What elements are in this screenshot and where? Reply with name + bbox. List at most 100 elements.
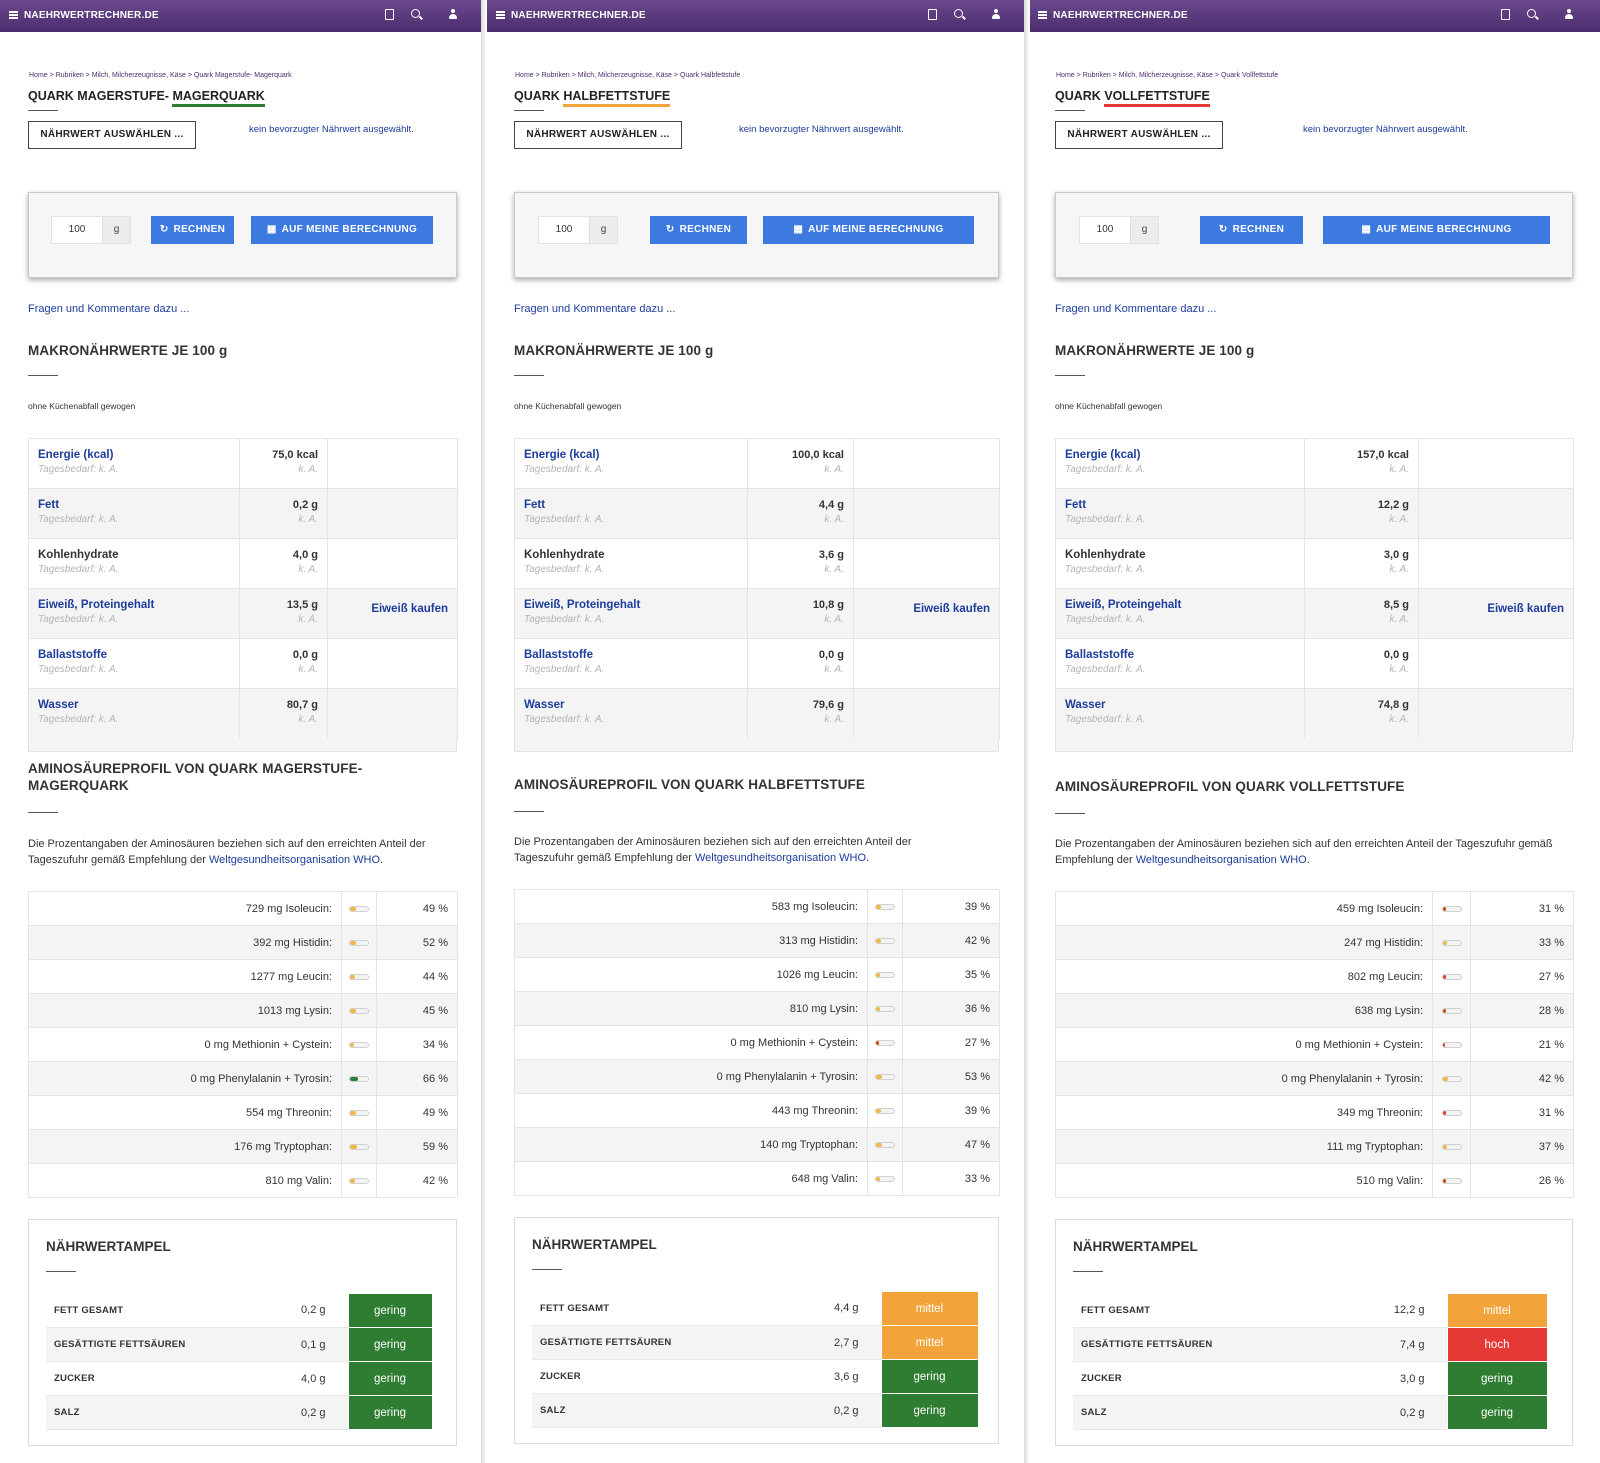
buy-protein-link[interactable]: Eiweiß kaufen — [1487, 603, 1564, 615]
select-nutrient-button[interactable]: NÄHRWERT AUSWÄHLEN ... — [1055, 121, 1223, 149]
hamburger-icon[interactable] — [1038, 11, 1047, 19]
user-icon[interactable] — [1565, 9, 1573, 19]
breadcrumb-item[interactable]: Milch, Milcherzeugnisse, Käse > — [577, 72, 678, 79]
nutrient-value: 0,0 g — [292, 649, 318, 661]
breadcrumb-item[interactable]: Home > — [515, 72, 540, 79]
questions-comments-link[interactable]: Fragen und Kommentare dazu ... — [1055, 303, 1217, 315]
table-row: 1013 mg Lysin: 45 % — [28, 993, 458, 1028]
amino-amount: 810 mg — [789, 1002, 827, 1015]
add-to-my-calculation-button[interactable]: ▦ AUF MEINE BERECHNUNG — [1323, 216, 1550, 244]
traffic-light-value: 0,2 g — [1299, 1395, 1447, 1430]
quantity-value[interactable]: 100 — [555, 224, 573, 235]
progress-fill — [876, 904, 881, 909]
nutrient-name[interactable]: Ballaststoffe — [1065, 649, 1135, 661]
nutrient-name[interactable]: Eiweiß, Proteingehalt — [524, 599, 641, 611]
calculate-button[interactable]: ↻ RECHNEN — [151, 216, 234, 244]
site-brand-link[interactable]: NAEHRWERTRECHNER.DE — [511, 10, 646, 21]
user-icon[interactable] — [992, 9, 1000, 19]
search-icon[interactable] — [411, 9, 420, 18]
quantity-input[interactable]: 100 g — [1079, 216, 1159, 244]
amino-acid-cell: 1026 mg Leucin: — [514, 957, 868, 992]
progress-fill — [1442, 1144, 1448, 1149]
progress-fill — [350, 1042, 355, 1047]
site-brand-link[interactable]: NAEHRWERTRECHNER.DE — [1053, 10, 1188, 21]
nutrient-name[interactable]: Wasser — [524, 699, 565, 711]
amino-name: Histidin: — [818, 934, 858, 947]
quantity-value[interactable]: 100 — [68, 224, 86, 235]
progress-fill — [350, 1008, 356, 1013]
who-link[interactable]: Weltgesundheitsorganisation WHO — [209, 854, 380, 866]
calculate-button[interactable]: ↻ RECHNEN — [650, 216, 747, 244]
nutrient-name[interactable]: Fett — [1065, 499, 1087, 511]
questions-comments-link[interactable]: Fragen und Kommentare dazu ... — [28, 303, 190, 315]
nutrient-name[interactable]: Wasser — [38, 699, 79, 711]
search-icon[interactable] — [954, 9, 963, 18]
quantity-input[interactable]: 100 g — [51, 216, 131, 244]
nutrient-name[interactable]: Ballaststoffe — [524, 649, 594, 661]
table-row: Wasser Tagesbedarf: k. A. 74,8 g k. A. — [1055, 688, 1574, 739]
nutrient-name[interactable]: Ballaststoffe — [38, 649, 108, 661]
table-row: 176 mg Tryptophan: 59 % — [28, 1129, 458, 1164]
table-row: Ballaststoffe Tagesbedarf: k. A. 0,0 g k. A… — [28, 638, 458, 689]
nutrient-name[interactable]: Fett — [38, 499, 60, 511]
buy-protein-link[interactable]: Eiweiß kaufen — [371, 603, 448, 615]
add-to-my-calculation-button[interactable]: ▦ AUF MEINE BERECHNUNG — [763, 216, 974, 244]
progress-fill — [876, 1006, 881, 1011]
amino-acid-cell: 1013 mg Lysin: — [28, 993, 342, 1028]
breadcrumb-item[interactable]: Rubriken > — [541, 72, 576, 79]
calculator-icon[interactable] — [1501, 9, 1510, 20]
preferred-nutrient-note[interactable]: kein bevorzugter Nährwert ausgewählt. — [1303, 124, 1468, 135]
breadcrumb-item[interactable]: Home > — [1056, 72, 1081, 79]
nutrient-value-cell: 3,0 g k. A. — [1304, 538, 1419, 589]
breadcrumb-item[interactable]: Milch, Milcherzeugnisse, Käse > — [1118, 72, 1219, 79]
table-row: 0 mg Methionin + Cystein: 34 % — [28, 1027, 458, 1062]
select-nutrient-button[interactable]: NÄHRWERT AUSWÄHLEN ... — [514, 121, 682, 149]
who-link[interactable]: Weltgesundheitsorganisation WHO — [695, 852, 866, 864]
nutrient-name[interactable]: Energie (kcal) — [1065, 449, 1141, 461]
nutrient-name[interactable]: Eiweiß, Proteingehalt — [1065, 599, 1182, 611]
quantity-input[interactable]: 100 g — [538, 216, 618, 244]
select-nutrient-button[interactable]: NÄHRWERT AUSWÄHLEN ... — [28, 121, 196, 149]
nutrient-action-cell — [853, 488, 1000, 539]
macro-nutrients-heading: MAKRONÄHRWERTE JE 100 g — [28, 343, 228, 358]
add-to-my-calculation-button[interactable]: ▦ AUF MEINE BERECHNUNG — [251, 216, 433, 244]
table-row: 638 mg Lysin: 28 % — [1055, 993, 1574, 1028]
hamburger-icon[interactable] — [9, 11, 18, 19]
description-end: . — [1306, 854, 1310, 866]
nutrient-name[interactable]: Fett — [524, 499, 546, 511]
search-icon[interactable] — [1527, 9, 1536, 18]
quantity-value[interactable]: 100 — [1096, 224, 1114, 235]
breadcrumb-item[interactable]: Rubriken > — [1082, 72, 1117, 79]
nutrient-name[interactable]: Energie (kcal) — [524, 449, 600, 461]
preferred-nutrient-note[interactable]: kein bevorzugter Nährwert ausgewählt. — [249, 124, 414, 135]
breadcrumb-item[interactable]: Milch, Milcherzeugnisse, Käse > — [91, 72, 192, 79]
preferred-nutrient-note[interactable]: kein bevorzugter Nährwert ausgewählt. — [739, 124, 904, 135]
site-brand-link[interactable]: NAEHRWERTRECHNER.DE — [24, 10, 159, 21]
amino-acid-cell: 648 mg Valin: — [514, 1161, 868, 1196]
calculator-icon[interactable] — [385, 9, 394, 20]
nutrient-name[interactable]: Energie (kcal) — [38, 449, 114, 461]
breadcrumb-item[interactable]: Home > — [29, 72, 54, 79]
panel-divider — [1024, 0, 1030, 1463]
traffic-light-heading: NÄHRWERTAMPEL — [46, 1239, 171, 1254]
table-row: 247 mg Histidin: 33 % — [1055, 925, 1574, 960]
nutrient-value-cell: 10,8 g k. A. — [747, 588, 854, 639]
calculate-button[interactable]: ↻ RECHNEN — [1200, 216, 1303, 244]
questions-comments-link[interactable]: Fragen und Kommentare dazu ... — [514, 303, 676, 315]
refresh-icon: ↻ — [1218, 224, 1228, 235]
amino-amount: 0 mg — [1281, 1072, 1307, 1085]
user-icon[interactable] — [449, 9, 457, 19]
progress-bar — [875, 1005, 895, 1012]
nutrient-name[interactable]: Eiweiß, Proteingehalt — [38, 599, 155, 611]
breadcrumb-item[interactable]: Rubriken > — [55, 72, 90, 79]
hamburger-icon[interactable] — [496, 11, 505, 19]
description-text: Die Prozentangaben der Aminosäuren bezie… — [28, 838, 426, 866]
who-link[interactable]: Weltgesundheitsorganisation WHO — [1135, 854, 1307, 866]
amino-acid-cell: 802 mg Leucin: — [1055, 959, 1433, 994]
daily-need: Tagesbedarf: k. A. — [38, 564, 119, 575]
calculator-icon[interactable] — [928, 9, 937, 20]
nutrition-traffic-light-box: NÄHRWERTAMPEL FETT GESAMT 12,2 g mittel GESÄ… — [1055, 1219, 1573, 1446]
buy-protein-link[interactable]: Eiweiß kaufen — [913, 603, 990, 615]
amino-name: Tryptophan: — [799, 1138, 858, 1151]
nutrient-name[interactable]: Wasser — [1065, 699, 1106, 711]
